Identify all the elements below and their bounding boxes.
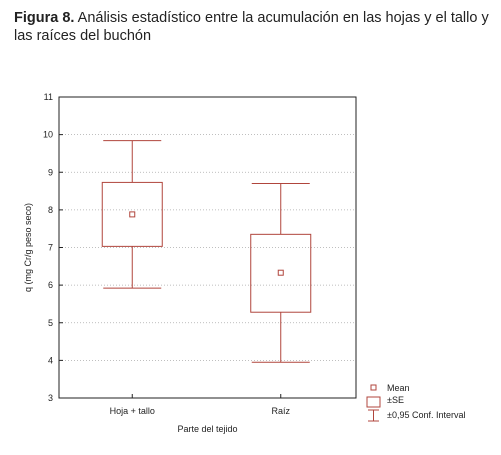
x-tick-label: Raíz	[271, 406, 290, 416]
legend-se-box	[366, 396, 381, 408]
se-box	[101, 181, 163, 247]
legend-se-label: ±SE	[387, 395, 404, 405]
figure-caption: Figura 8. Análisis estadístico entre la …	[14, 9, 494, 45]
box-layer	[101, 140, 312, 363]
mean-marker	[129, 211, 136, 218]
legend-mean-marker	[370, 384, 377, 391]
legend-ci-whisker	[368, 409, 379, 422]
y-tick-label: 9	[48, 167, 53, 177]
y-tick-label: 4	[48, 355, 53, 365]
y-axis-label: q (mg Cr/g peso seco)	[23, 203, 33, 292]
y-axis-ticks: 3 4 5 6 7 8 9 10 11	[43, 92, 63, 403]
box-group	[250, 183, 312, 363]
y-tick-label: 11	[44, 92, 53, 102]
y-tick-label: 6	[48, 280, 53, 290]
x-tick-label: Hoja + tallo	[110, 406, 155, 416]
legend-ci-label: ±0,95 Conf. Interval	[387, 410, 465, 420]
x-axis-ticks: Hoja + tallo Raíz	[110, 394, 290, 416]
box-group	[101, 140, 163, 289]
legend-mean-label: Mean	[387, 383, 410, 393]
se-box	[250, 233, 312, 313]
figure-label: Figura 8.	[14, 10, 75, 26]
figure-caption-text: Análisis estadístico entre la acumulació…	[14, 10, 489, 44]
mean-marker	[277, 269, 284, 276]
legend: Mean ±SE ±0,95 Conf. Interval	[366, 383, 465, 422]
y-tick-label: 8	[48, 205, 53, 215]
y-tick-label: 7	[48, 243, 53, 253]
y-tick-label: 5	[48, 318, 53, 328]
grid-layer	[59, 134, 356, 361]
x-axis-label: Parte del tejido	[177, 424, 237, 434]
y-tick-label: 3	[48, 393, 53, 403]
y-tick-label: 10	[43, 130, 53, 140]
